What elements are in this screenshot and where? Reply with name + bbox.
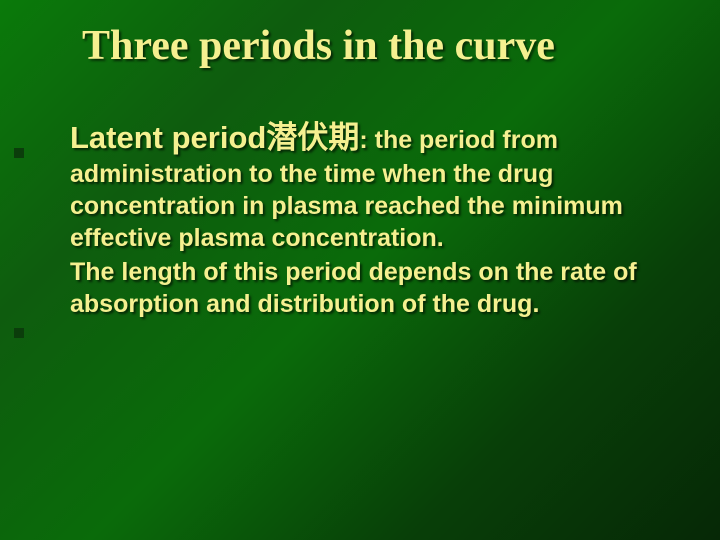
lead-term: Latent period潜伏期 xyxy=(70,120,359,155)
second-sentence: The length of this period depends on the… xyxy=(70,256,650,320)
slide: Three periods in the curve Latent period… xyxy=(0,0,720,540)
bullet-column xyxy=(14,148,24,338)
slide-title: Three periods in the curve xyxy=(82,22,650,70)
bullet-icon xyxy=(14,328,24,338)
slide-body: Latent period潜伏期: the period from admini… xyxy=(70,118,650,320)
bullet-icon xyxy=(14,148,24,158)
